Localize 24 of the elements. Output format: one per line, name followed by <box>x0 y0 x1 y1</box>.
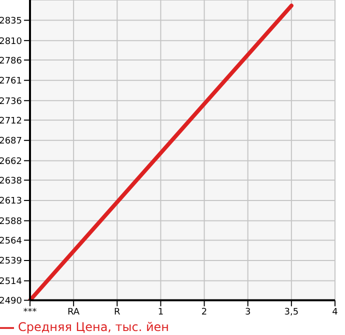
y-tick-label: 2761 <box>0 76 22 87</box>
x-tick-label: 2 <box>201 308 208 318</box>
x-tick-label: R <box>114 308 120 318</box>
y-tick-label: 2662 <box>0 156 22 167</box>
y-tick-label: 2539 <box>0 256 22 267</box>
x-tick-label: *** <box>23 308 38 318</box>
x-tick-label: RA <box>68 308 80 318</box>
x-tick-label: 3 <box>244 308 251 318</box>
y-tick-label: 2613 <box>0 196 22 207</box>
x-tick-label: 1 <box>158 308 164 318</box>
y-tick-label: 2736 <box>0 96 22 107</box>
y-tick-label: 2712 <box>0 116 22 126</box>
y-tick-label: 2638 <box>0 176 22 186</box>
y-tick-label: 2786 <box>0 56 22 66</box>
y-tick-label: 2810 <box>0 36 22 47</box>
y-tick-label: 2514 <box>0 277 22 287</box>
y-tick-label: 2588 <box>0 216 22 227</box>
y-tick-label: 2835 <box>0 16 22 26</box>
x-tick-label: 4 <box>332 308 338 318</box>
x-tick-label: 3,5 <box>284 308 299 318</box>
y-tick-label: 2490 <box>0 296 22 306</box>
legend-label: Средняя Цена, тыс. йен <box>18 320 170 334</box>
y-tick-label: 2564 <box>0 236 22 246</box>
y-tick-label: 2687 <box>0 136 22 147</box>
